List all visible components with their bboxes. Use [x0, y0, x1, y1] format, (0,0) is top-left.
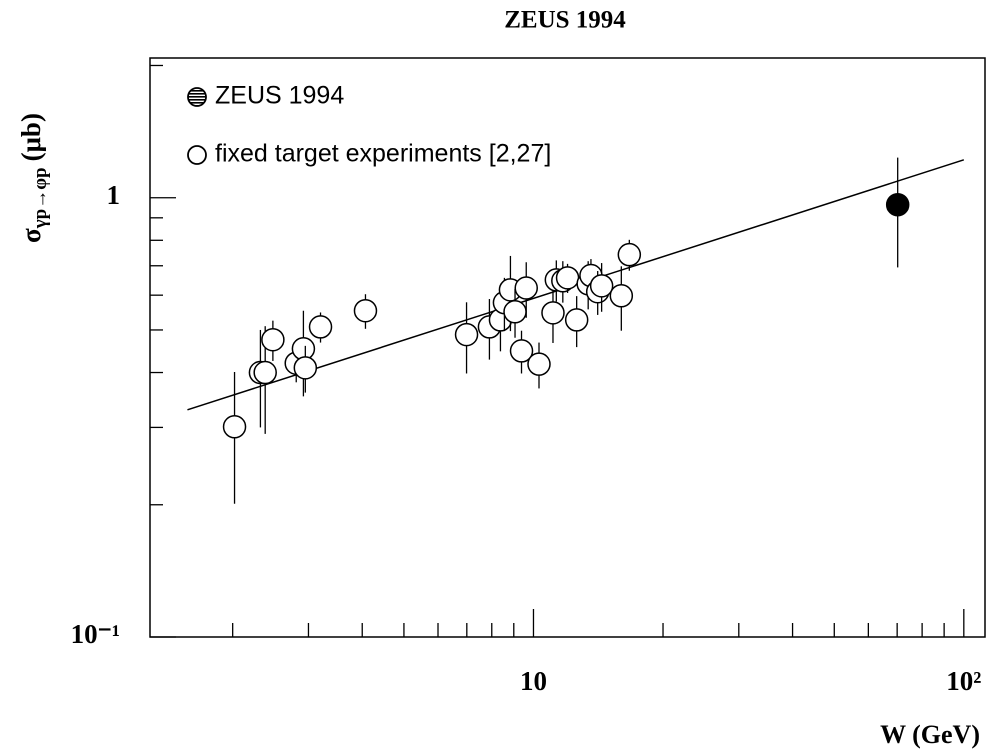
data-point: [308, 315, 333, 339]
y-axis-label: σγp→φp (μb): [16, 113, 51, 243]
data-point: [589, 274, 614, 298]
data-point: [885, 192, 910, 217]
data-point: [353, 298, 378, 323]
data-point: [609, 284, 634, 308]
data-point: [527, 352, 551, 376]
data-point: [293, 356, 318, 380]
legend-marker: [187, 87, 207, 107]
data-point: [509, 339, 534, 363]
legend-label: ZEUS 1994: [215, 82, 344, 110]
data-point: [541, 301, 565, 325]
legend-marker: [187, 145, 207, 165]
y-tick-label: 1: [107, 180, 121, 210]
y-label-subscript: γp→φp: [30, 167, 51, 229]
chart-title: ZEUS 1994: [504, 7, 626, 34]
data-point: [222, 415, 247, 439]
y-label-symbol: σ: [16, 228, 46, 243]
plot-frame: [149, 57, 986, 638]
data-point: [503, 300, 527, 324]
data-point: [454, 322, 479, 347]
data-point: [261, 327, 285, 352]
y-label-unit: (μb): [16, 113, 46, 161]
y-tick-label: 10⁻¹: [71, 619, 120, 649]
x-tick-label: 10: [520, 666, 547, 696]
data-point: [514, 276, 538, 300]
x-axis-label: W (GeV): [880, 720, 980, 749]
x-tick-label: 10²: [946, 666, 981, 696]
data-point: [555, 266, 580, 290]
data-point: [617, 242, 642, 267]
data-point: [564, 308, 589, 332]
data-point: [253, 360, 277, 385]
legend-label: fixed target experiments [2,27]: [215, 140, 551, 168]
